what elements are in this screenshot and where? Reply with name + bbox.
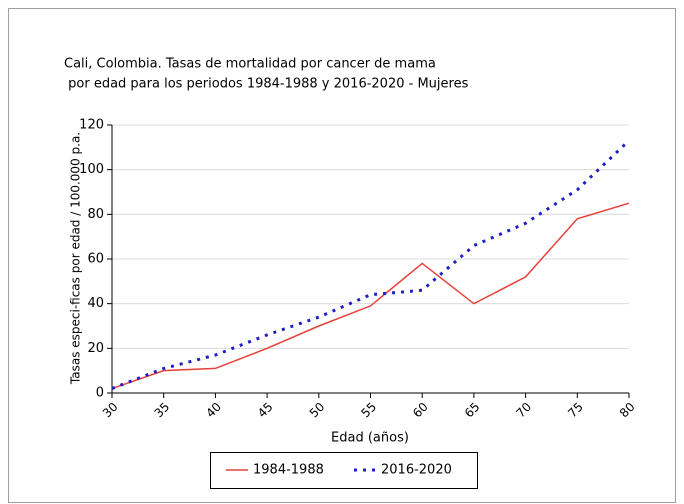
x-tick-label: 80 (617, 400, 638, 421)
x-tick-label: 65 (462, 400, 483, 421)
x-tick-label: 70 (513, 400, 534, 421)
chart-title: Cali, Colombia. Tasas de mortalidad por … (64, 57, 436, 72)
x-tick-label: 40 (203, 400, 224, 421)
x-tick-label: 75 (565, 400, 586, 421)
y-tick-label: 100 (79, 162, 104, 177)
chart: Cali, Colombia. Tasas de mortalidad por … (0, 0, 684, 504)
y-tick-label: 60 (87, 252, 104, 267)
x-tick-label: 55 (358, 400, 379, 421)
y-tick-label: 20 (87, 341, 104, 356)
series-line (112, 141, 629, 389)
y-tick-label: 80 (87, 207, 104, 222)
y-tick-label: 120 (79, 118, 104, 133)
x-axis-label: Edad (años) (331, 431, 409, 446)
y-tick-label: 40 (87, 296, 104, 311)
x-tick-label: 35 (152, 400, 173, 421)
legend-label: 1984-1988 (253, 463, 324, 478)
chart-title: por edad para los periodos 1984-1988 y 2… (64, 77, 469, 92)
x-tick-label: 50 (307, 400, 328, 421)
y-tick-label: 0 (96, 386, 104, 401)
legend-label: 2016-2020 (381, 463, 452, 478)
x-tick-label: 30 (100, 400, 121, 421)
x-tick-label: 45 (255, 400, 276, 421)
x-tick-label: 60 (410, 400, 431, 421)
